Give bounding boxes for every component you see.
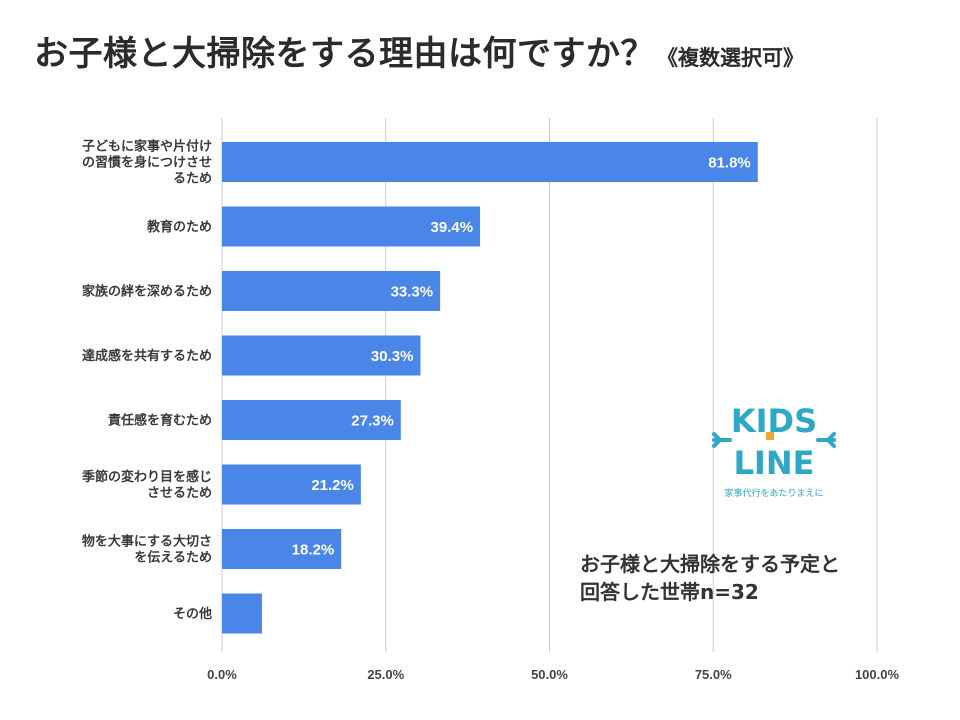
category-label-5-line-0: 季節の変わり目を感じ — [81, 469, 212, 485]
bar-3 — [222, 335, 421, 376]
bar-5 — [222, 464, 361, 505]
chart-title-main: お子様と大掃除をする理由は何ですか？ — [34, 34, 655, 74]
category-label-3-line-0: 達成感を共有するため — [82, 348, 212, 364]
chart-title-sub: 《複数選択可》 — [657, 46, 804, 70]
category-label-5: 季節の変わり目を感じさせるため — [81, 469, 212, 501]
tick-label-3: 75.0% — [695, 667, 732, 682]
bar-4 — [222, 400, 401, 440]
category-label-1-line-0: 教育のため — [146, 219, 212, 235]
category-label-6-line-0: 物を大事にする大切さ — [82, 534, 212, 550]
sample-note: お子様と大掃除をする予定と 回答した世帯n=32 — [580, 550, 900, 606]
chart-title: お子様と大掃除をする理由は何ですか？《複数選択可》 — [34, 26, 934, 75]
tick-label-0: 0.0% — [207, 667, 237, 682]
category-label-7-line-0: その他 — [173, 606, 212, 622]
category-label-0-line-0: 子どもに家事や片付け — [82, 139, 212, 155]
tick-label-2: 50.0% — [531, 667, 568, 682]
bar-7 — [222, 593, 262, 634]
sample-note-line-2: 回答した世帯n=32 — [580, 580, 759, 604]
category-label-2: 家族の絆を深めるため — [82, 284, 212, 300]
tick-label-4: 100.0% — [855, 667, 900, 682]
data-label-1: 39.4% — [431, 219, 474, 236]
kids-line-logo: KIDS LINE 家事代行をあたりまえに — [708, 400, 840, 504]
tick-label-1: 25.0% — [367, 667, 404, 682]
category-label-0-line-1: の習慣を身につけさせ — [82, 155, 212, 171]
bar-0 — [222, 142, 758, 182]
logo-right-hand-icon — [816, 432, 836, 448]
logo-word-kids: KIDS — [731, 402, 817, 440]
category-label-1: 教育のため — [146, 219, 212, 235]
bar-6 — [222, 529, 342, 569]
category-label-4: 責任感を育むため — [108, 413, 212, 429]
data-label-0: 81.8% — [708, 155, 751, 172]
category-label-5-line-1: させるため — [147, 486, 212, 501]
logo-tagline: 家事代行をあたりまえに — [724, 489, 824, 499]
logo-word-line: LINE — [734, 444, 815, 482]
data-label-6: 18.2% — [292, 542, 335, 559]
category-label-0: 子どもに家事や片付けの習慣を身につけさせるため — [82, 139, 212, 187]
category-label-4-line-0: 責任感を育むため — [108, 413, 212, 429]
logo-accent-square — [766, 432, 774, 440]
data-label-2: 33.3% — [391, 284, 434, 301]
logo-left-hand-icon — [712, 432, 732, 448]
logo-mark: KIDS LINE — [712, 402, 836, 482]
category-label-2-line-0: 家族の絆を深めるため — [82, 284, 212, 300]
data-label-3: 30.3% — [371, 348, 414, 365]
data-label-4: 27.3% — [351, 413, 394, 430]
category-label-6: 物を大事にする大切さを伝えるため — [82, 534, 212, 566]
sample-note-line-1: お子様と大掃除をする予定と — [580, 552, 840, 576]
category-label-7: その他 — [173, 606, 212, 622]
bar-1 — [222, 206, 481, 247]
category-label-3: 達成感を共有するため — [82, 348, 212, 364]
data-label-5: 21.2% — [311, 477, 354, 494]
category-label-6-line-1: を伝えるため — [134, 550, 212, 566]
bar-2 — [222, 271, 441, 311]
category-label-0-line-2: るため — [173, 172, 212, 187]
